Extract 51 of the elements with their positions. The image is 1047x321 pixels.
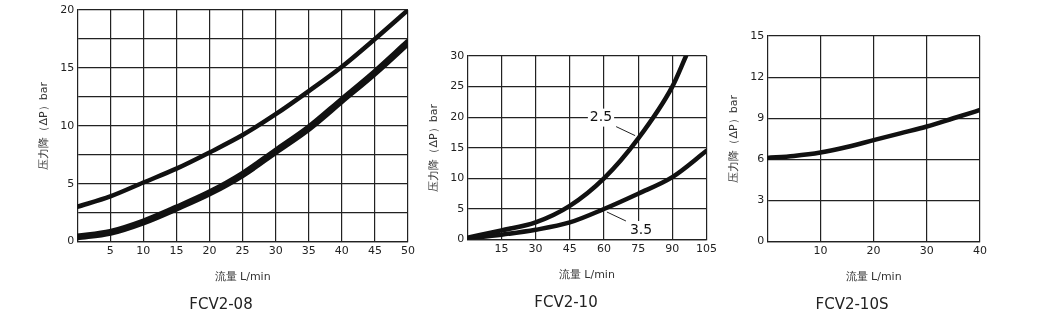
x-tick-label: 30: [268, 244, 283, 258]
x-tick-label: 25: [235, 244, 250, 258]
text: FCV2-10: [534, 292, 598, 311]
y-axis-title: 压力降（ΔP）bar: [727, 94, 741, 183]
y-axis-title: 压力降（ΔP）bar: [427, 103, 441, 192]
x-tick-label: 10: [136, 244, 151, 258]
y-tick-label: 15: [450, 140, 465, 154]
y-tick-label: 15: [750, 28, 765, 42]
y-tick-label: 20: [450, 110, 465, 124]
x-tick-label: 15: [169, 244, 184, 258]
y-tick-label: 3: [757, 193, 765, 207]
y-tick-label: 5: [67, 176, 75, 190]
text: FCV2-08: [189, 294, 253, 313]
x-axis-title: 流量 L/min: [845, 270, 902, 284]
x-tick-label: 50: [401, 244, 415, 258]
x-tick-label: 60: [596, 242, 611, 256]
x-tick-label: 40: [973, 244, 987, 258]
x-tick-label: 45: [562, 242, 577, 256]
x-axis-title: 流量 L/min: [214, 270, 271, 284]
text: 2.5: [589, 108, 613, 125]
y-tick-label: 10: [60, 118, 75, 132]
y-tick-label: 5: [457, 201, 465, 215]
x-tick-label: 15: [494, 242, 509, 256]
x-tick-label: 90: [665, 242, 680, 256]
y-tick-label: 0: [457, 232, 465, 246]
x-tick-label: 30: [528, 242, 543, 256]
y-tick-label: 6: [757, 152, 765, 166]
y-tick-label: 10: [450, 171, 465, 185]
series-label: 3.5: [629, 220, 653, 237]
x-tick-label: 20: [202, 244, 217, 258]
x-tick-label: 10: [813, 244, 828, 258]
text: FCV2-10S: [815, 294, 889, 313]
y-tick-label: 20: [60, 2, 75, 16]
y-tick-label: 30: [450, 48, 465, 62]
x-tick-label: 40: [334, 244, 349, 258]
x-axis-title: 流量 L/min: [558, 268, 615, 282]
x-tick-label: 5: [106, 244, 114, 258]
line-series: [767, 107, 980, 161]
y-tick-label: 0: [757, 234, 765, 248]
y-axis-title: 压力降（ΔP）bar: [37, 81, 51, 170]
x-tick-label: 35: [301, 244, 316, 258]
y-tick-label: 9: [757, 111, 765, 125]
y-tick-label: 25: [450, 79, 465, 93]
x-tick-label: 75: [631, 242, 646, 256]
y-tick-label: 15: [60, 60, 75, 74]
y-tick-label: 12: [750, 69, 765, 83]
x-tick-label: 105: [696, 242, 717, 256]
x-tick-label: 20: [866, 244, 881, 258]
y-tick-label: 0: [67, 234, 75, 248]
x-tick-label: 30: [919, 244, 934, 258]
x-tick-label: 45: [367, 244, 382, 258]
